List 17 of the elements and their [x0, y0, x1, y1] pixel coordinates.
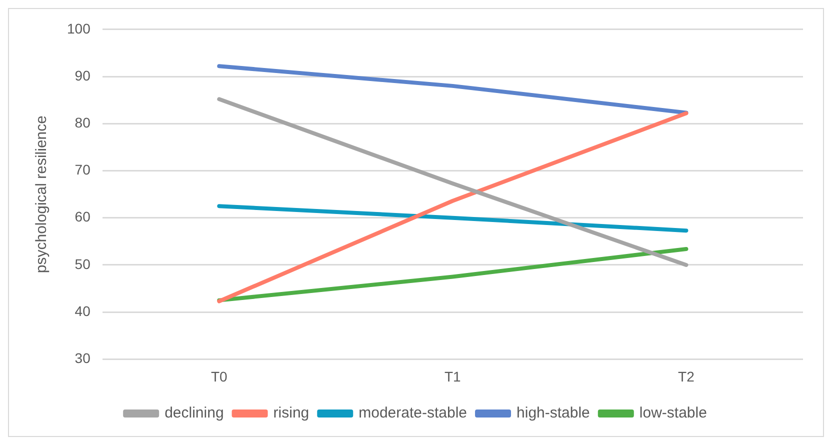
y-tick-label: 30: [74, 350, 91, 366]
x-tick-label: T2: [678, 368, 695, 384]
legend-label: moderate-stable: [358, 404, 468, 422]
x-tick-label: T1: [444, 368, 462, 384]
y-tick-label: 90: [74, 67, 91, 84]
y-tick-label: 60: [74, 208, 91, 225]
x-tick-label: T0: [210, 368, 228, 384]
y-tick-label: 40: [74, 302, 91, 319]
legend-label: high-stable: [516, 404, 590, 422]
y-tick-label: 100: [67, 20, 91, 36]
y-tick-label: 70: [74, 162, 91, 178]
legend-label: rising: [273, 404, 310, 422]
y-tick-label: 80: [74, 114, 91, 130]
legend-label: declining: [164, 404, 224, 422]
y-tick-label: 50: [74, 256, 91, 272]
legend-label: low-stable: [639, 404, 707, 422]
y-axis-title: psychological resilience: [33, 116, 50, 274]
